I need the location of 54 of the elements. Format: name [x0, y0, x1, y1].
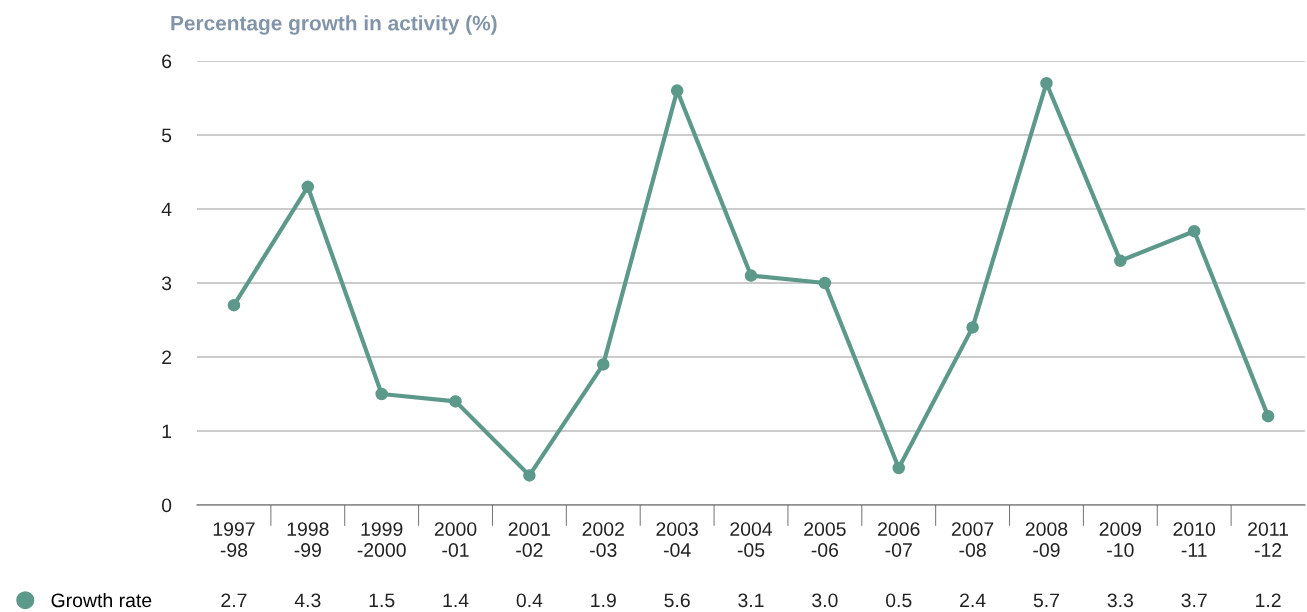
- x-tick-label: 2000 -01: [434, 522, 477, 557]
- point: [1261, 409, 1275, 423]
- point: [670, 84, 684, 97]
- x-tick-label: 2004 -05: [730, 522, 773, 557]
- data-label: 0.4: [516, 593, 543, 608]
- data-label: 1.9: [591, 593, 616, 608]
- x-tick-label: 1998 -99: [287, 522, 329, 557]
- data-label: 2.7: [221, 593, 247, 608]
- point: [523, 469, 536, 482]
- y-tick-label: 3: [161, 276, 172, 291]
- x-tick-label: 1999 -2000: [357, 522, 406, 557]
- point: [818, 276, 832, 290]
- y-tick-label: 1: [162, 424, 172, 439]
- x-tick-label: 2010 -11: [1173, 522, 1216, 557]
- point: [597, 358, 610, 371]
- data-label: 3.1: [738, 593, 764, 608]
- x-tick-label: 2008 -09: [1025, 522, 1068, 557]
- point: [1187, 224, 1201, 238]
- point: [375, 387, 388, 401]
- data-label: 2.4: [960, 593, 986, 608]
- point: [744, 269, 758, 282]
- data-label: 1.2: [1256, 593, 1281, 608]
- y-tick-label: 6: [162, 54, 172, 69]
- y-tick-label: 4: [161, 202, 172, 217]
- y-tick-label: 2: [162, 350, 172, 365]
- chart-title: Percentage growth in activity (%): [171, 15, 497, 35]
- point: [1114, 254, 1127, 268]
- y-tick-label: 0: [161, 498, 172, 513]
- x-tick-label: 1997 -98: [213, 522, 255, 557]
- data-label: 0.5: [885, 593, 912, 608]
- x-tick-label: 2009 -10: [1099, 522, 1142, 557]
- point: [1040, 76, 1053, 90]
- x-tick-label: 2003 -04: [656, 522, 698, 557]
- data-label: 3.3: [1107, 593, 1133, 608]
- point: [449, 395, 462, 408]
- x-tick-label: 2001 -02: [508, 522, 551, 557]
- data-label: 3.7: [1181, 593, 1207, 608]
- x-tick-label: 2011 -12: [1248, 522, 1289, 557]
- x-tick-label: 2005 -06: [804, 522, 846, 557]
- data-label: 4.3: [294, 593, 321, 608]
- data-label: 1.4: [443, 593, 469, 608]
- point: [892, 461, 905, 475]
- data-label: 5.6: [664, 593, 690, 608]
- data-label: 1.5: [369, 593, 395, 608]
- data-label: 5.7: [1033, 593, 1060, 608]
- x-tick-label: 2006 -07: [878, 522, 920, 557]
- data-label: 3.0: [812, 593, 838, 608]
- legend-label: Growth rate: [51, 592, 152, 608]
- point: [227, 298, 241, 312]
- point: [966, 321, 979, 334]
- x-tick-label: 2002 -03: [582, 522, 624, 557]
- y-tick-label: 5: [161, 128, 172, 143]
- point: [301, 180, 315, 194]
- x-tick-label: 2007 -08: [951, 522, 994, 557]
